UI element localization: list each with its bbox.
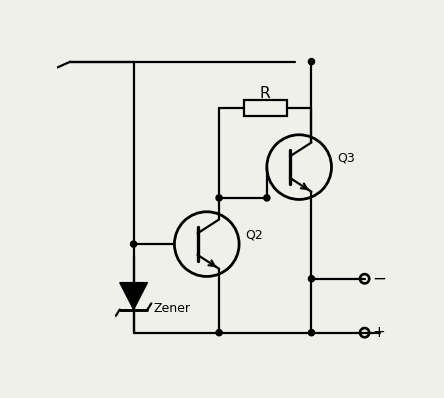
Bar <box>244 100 287 115</box>
Circle shape <box>309 59 314 65</box>
Circle shape <box>309 276 314 282</box>
Circle shape <box>131 241 137 247</box>
Circle shape <box>309 330 314 336</box>
Polygon shape <box>120 283 147 310</box>
Text: −: − <box>373 270 386 288</box>
Circle shape <box>264 195 270 201</box>
Text: Zener: Zener <box>154 302 190 314</box>
Circle shape <box>216 195 222 201</box>
Text: Q3: Q3 <box>337 151 355 164</box>
Text: R: R <box>260 86 270 101</box>
Text: +: + <box>373 325 385 340</box>
Text: Q2: Q2 <box>245 228 263 241</box>
Circle shape <box>216 330 222 336</box>
